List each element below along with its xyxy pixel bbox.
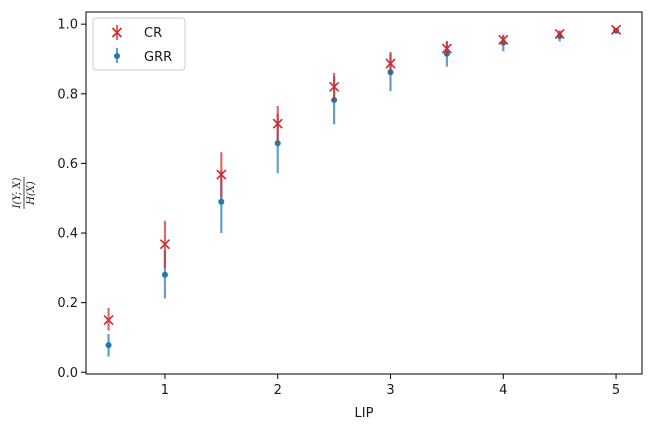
legend-entry-cr: CR — [111, 25, 162, 41]
grr-point — [105, 342, 112, 349]
x-tick-label: 2 — [274, 383, 282, 398]
cr-point — [272, 118, 283, 129]
x-tick-label: 5 — [612, 383, 620, 398]
y-tick-label: 1.0 — [57, 18, 78, 33]
y-axis-label: I(Y; X) H(X) — [12, 177, 37, 209]
cr-point — [498, 34, 509, 45]
plot-frame — [85, 11, 643, 375]
y-tick-label: 0.4 — [57, 227, 78, 242]
x-tick-label: 4 — [499, 383, 507, 398]
cr-point — [441, 43, 452, 54]
y-tick-label: 0.2 — [57, 296, 78, 311]
y-axis-label-denominator: H(X) — [26, 181, 37, 206]
cr-point — [159, 239, 171, 250]
legend-grr-label: GRR — [144, 50, 172, 65]
y-axis-ticks: 0.0 0.2 0.4 0.6 0.8 1.0 — [57, 18, 86, 381]
cr-point — [610, 24, 622, 35]
cr-point — [103, 314, 114, 326]
legend-cr-marker — [111, 27, 123, 38]
x-axis-ticks: 1 2 3 4 5 — [161, 374, 620, 398]
cr-point — [216, 169, 227, 180]
legend-entry-grr: GRR — [114, 48, 172, 65]
cr-point — [385, 58, 396, 69]
y-tick-label: 0.8 — [57, 87, 78, 102]
grr-point — [161, 271, 168, 278]
y-tick-label: 0.6 — [57, 157, 78, 172]
cr-point — [554, 28, 565, 39]
x-axis-label: LIP — [355, 406, 374, 421]
y-axis-label-numerator: I(Y; X) — [12, 178, 23, 210]
legend: CR GRR — [92, 17, 186, 71]
x-tick-label: 3 — [386, 383, 394, 398]
series-layer — [103, 24, 622, 357]
cr-point — [329, 81, 340, 92]
legend-grr-marker — [114, 53, 120, 59]
grr-point — [274, 140, 281, 147]
y-tick-label: 0.0 — [57, 366, 78, 381]
x-tick-label: 1 — [161, 383, 169, 398]
grr-point — [218, 198, 225, 205]
legend-cr-label: CR — [144, 26, 162, 41]
